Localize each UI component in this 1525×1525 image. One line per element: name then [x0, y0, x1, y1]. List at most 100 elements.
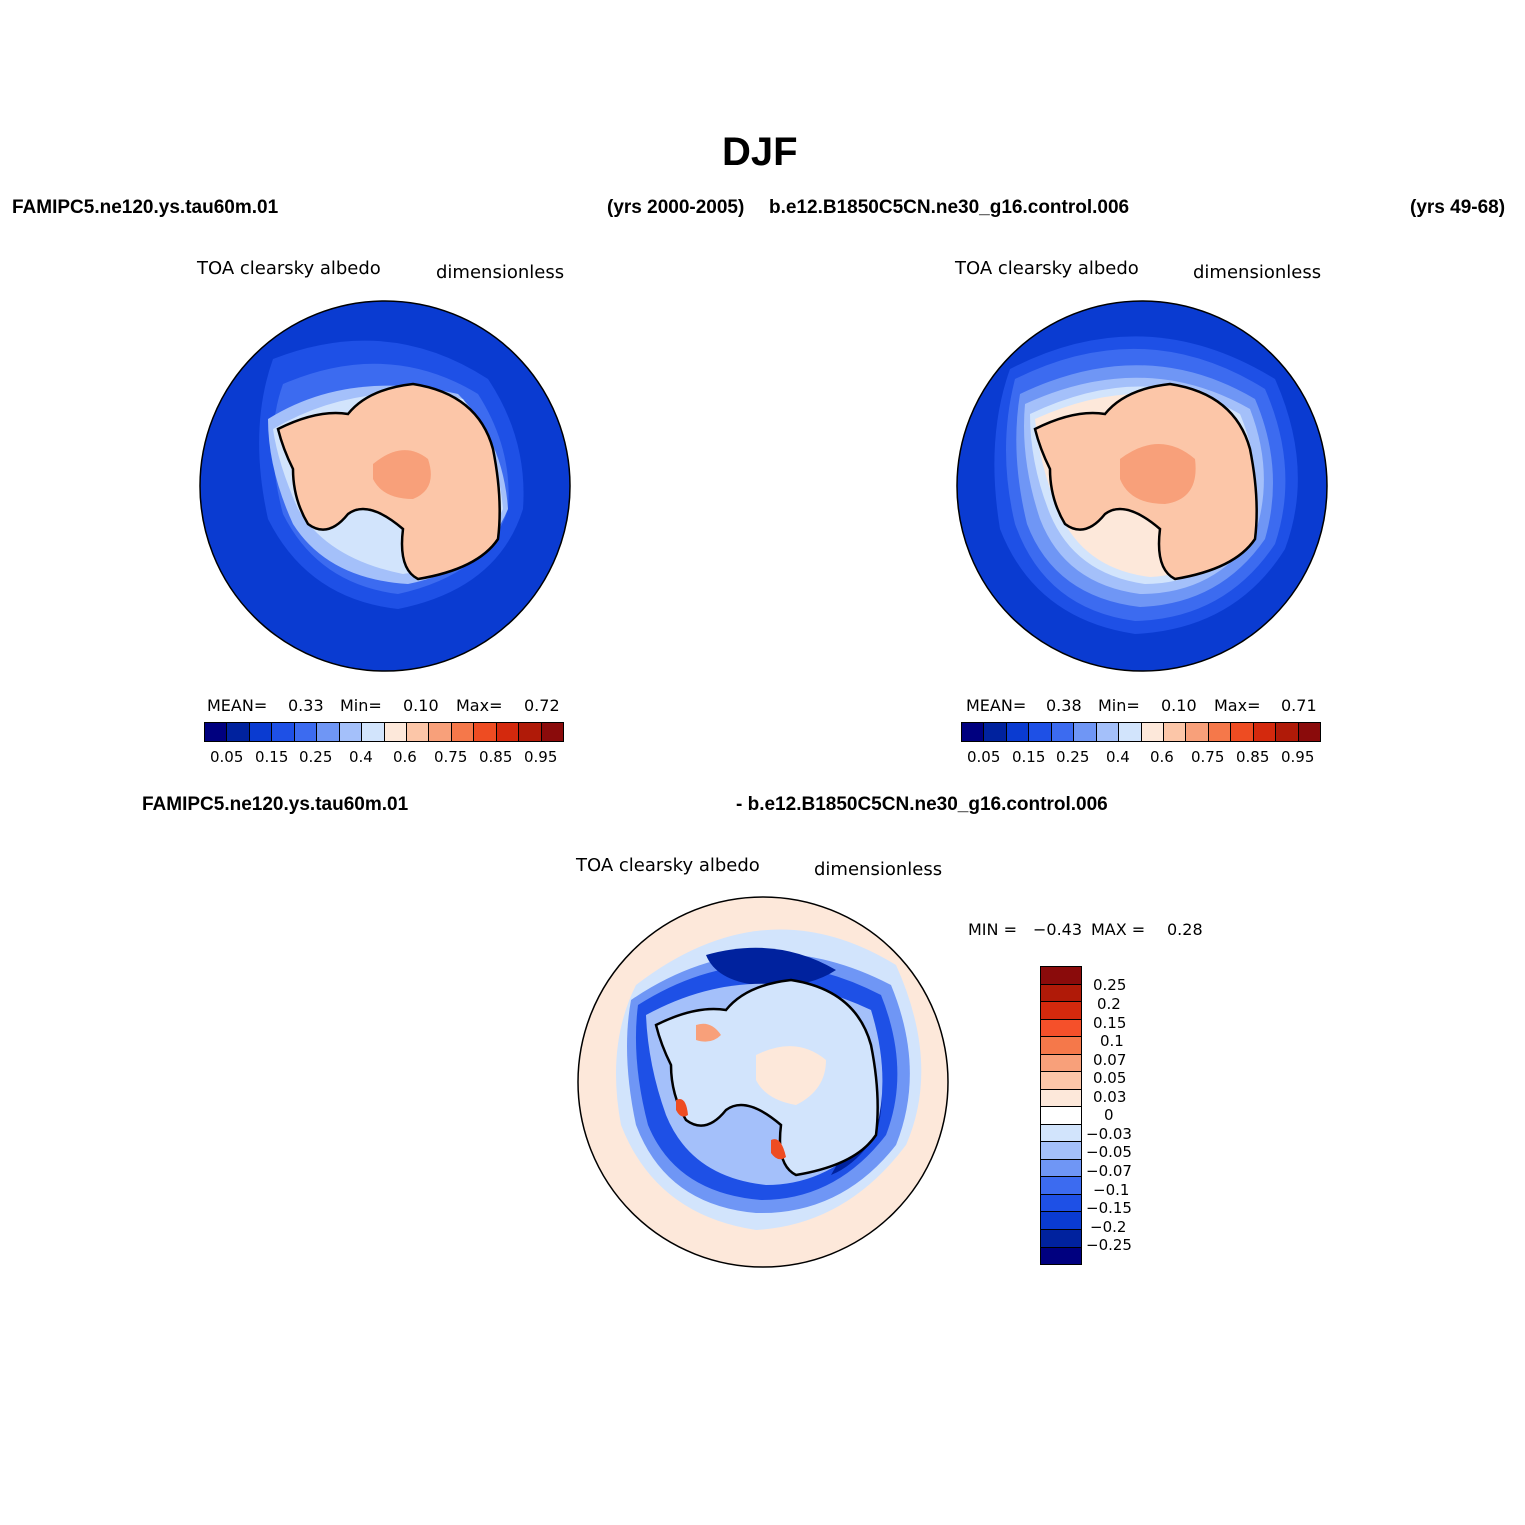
colorbar-swatch: [1041, 1054, 1081, 1073]
colorbar-swatch: [1119, 723, 1142, 741]
diff-right-label: - b.e12.B1850C5CN.ne30_g16.control.006: [736, 794, 1108, 815]
colorbar-swatch: [1298, 723, 1320, 741]
colorbar-swatch: [1074, 723, 1097, 741]
colorbar-swatch: [1041, 1177, 1081, 1195]
cbar1-tick: 0.25: [299, 748, 333, 766]
cbar2-tick: 0.05: [967, 748, 1001, 766]
panel2-min-label: Min=: [1098, 696, 1140, 715]
panel2-min: 0.10: [1161, 696, 1197, 715]
colorbar-swatch: [205, 723, 228, 741]
colorbar-swatch: [1041, 1107, 1081, 1125]
colorbar-swatch: [451, 723, 475, 741]
cbar2-tick: 0.85: [1236, 748, 1270, 766]
map-panel-2: [956, 300, 1328, 672]
case2-label: b.e12.B1850C5CN.ne30_g16.control.006: [769, 197, 1130, 218]
colorbar-swatch: [1186, 723, 1209, 741]
colorbar-swatch: [1041, 1089, 1081, 1108]
cbar3-tick: −0.2: [1090, 1218, 1127, 1236]
colorbar-panel-2: [961, 722, 1321, 742]
colorbar-swatch: [227, 723, 250, 741]
cbar1-tick: 0.05: [210, 748, 244, 766]
colorbar-swatch: [1041, 1072, 1081, 1090]
colorbar-swatch: [294, 723, 318, 741]
colorbar-swatch: [1041, 984, 1081, 1003]
colorbar-swatch: [1041, 1124, 1081, 1143]
panel1-variable: TOA clearsky albedo: [197, 258, 381, 279]
panel2-mean: 0.38: [1046, 696, 1082, 715]
colorbar-swatch: [1051, 723, 1075, 741]
colorbar-swatch: [1163, 723, 1187, 741]
cbar3-tick: −0.07: [1086, 1162, 1132, 1180]
colorbar-swatch: [339, 723, 363, 741]
colorbar-swatch: [362, 723, 385, 741]
panel3-max: 0.28: [1167, 920, 1203, 939]
colorbar-swatch: [1096, 723, 1120, 741]
cbar3-tick: 0.07: [1093, 1051, 1127, 1069]
cbar2-tick: 0.15: [1012, 748, 1046, 766]
cbar2-tick: 0.4: [1106, 748, 1130, 766]
colorbar-swatch: [384, 723, 407, 741]
colorbar-swatch: [272, 723, 295, 741]
colorbar-difference: [1040, 966, 1082, 1265]
case2-years: (yrs 49-68): [1410, 197, 1506, 218]
case1-label: FAMIPC5.ne120.ys.tau60m.01: [12, 197, 279, 218]
cbar2-tick: 0.75: [1191, 748, 1225, 766]
panel1-mean-label: MEAN=: [207, 696, 268, 715]
colorbar-swatch: [249, 723, 273, 741]
panel1-min-label: Min=: [340, 696, 382, 715]
colorbar-swatch: [962, 723, 985, 741]
colorbar-swatch: [1029, 723, 1052, 741]
colorbar-swatch: [1231, 723, 1254, 741]
colorbar-swatch: [1253, 723, 1277, 741]
cbar3-tick: 0.2: [1097, 995, 1121, 1013]
colorbar-swatch: [1041, 1037, 1081, 1055]
cbar3-tick: 0: [1104, 1106, 1114, 1124]
cbar2-tick: 0.95: [1281, 748, 1315, 766]
colorbar-swatch: [1041, 1212, 1081, 1230]
panel2-mean-label: MEAN=: [966, 696, 1027, 715]
cbar3-tick: 0.25: [1093, 976, 1127, 994]
panel2-max: 0.71: [1281, 696, 1317, 715]
cbar3-tick: −0.25: [1086, 1236, 1132, 1254]
panel1-max-label: Max=: [456, 696, 503, 715]
panel2-max-label: Max=: [1214, 696, 1261, 715]
cbar3-tick: −0.15: [1086, 1199, 1132, 1217]
colorbar-swatch: [1006, 723, 1030, 741]
colorbar-panel-1: [204, 722, 564, 742]
map-panel-difference: [577, 896, 949, 1268]
colorbar-swatch: [1141, 723, 1164, 741]
cbar2-tick: 0.6: [1150, 748, 1174, 766]
cbar3-tick: 0.03: [1093, 1088, 1127, 1106]
panel3-min-label: MIN =: [968, 920, 1017, 939]
panel3-variable: TOA clearsky albedo: [576, 855, 760, 876]
panel3-min: −0.43: [1033, 920, 1083, 939]
colorbar-swatch: [1041, 1229, 1081, 1248]
colorbar-swatch: [1041, 967, 1081, 985]
cbar1-tick: 0.4: [349, 748, 373, 766]
cbar2-tick: 0.25: [1056, 748, 1090, 766]
panel2-units: dimensionless: [1193, 262, 1322, 283]
panel1-mean: 0.33: [288, 696, 324, 715]
panel1-units: dimensionless: [436, 262, 565, 283]
panel2-variable: TOA clearsky albedo: [955, 258, 1139, 279]
map-panel-1: [199, 300, 571, 672]
cbar3-tick: −0.1: [1093, 1181, 1130, 1199]
colorbar-swatch: [984, 723, 1007, 741]
cbar1-tick: 0.75: [434, 748, 468, 766]
colorbar-swatch: [1041, 1142, 1081, 1160]
colorbar-swatch: [1041, 1002, 1081, 1020]
colorbar-swatch: [1208, 723, 1232, 741]
cbar3-tick: 0.1: [1100, 1032, 1124, 1050]
colorbar-swatch: [519, 723, 542, 741]
colorbar-swatch: [1041, 1159, 1081, 1178]
colorbar-swatch: [429, 723, 452, 741]
cbar1-tick: 0.15: [255, 748, 289, 766]
colorbar-swatch: [1041, 1194, 1081, 1213]
case1-years: (yrs 2000-2005): [607, 197, 745, 218]
colorbar-swatch: [496, 723, 520, 741]
colorbar-swatch: [1041, 1247, 1081, 1265]
colorbar-swatch: [406, 723, 430, 741]
panel1-min: 0.10: [403, 696, 439, 715]
colorbar-swatch: [474, 723, 497, 741]
diff-left-label: FAMIPC5.ne120.ys.tau60m.01: [142, 794, 409, 815]
